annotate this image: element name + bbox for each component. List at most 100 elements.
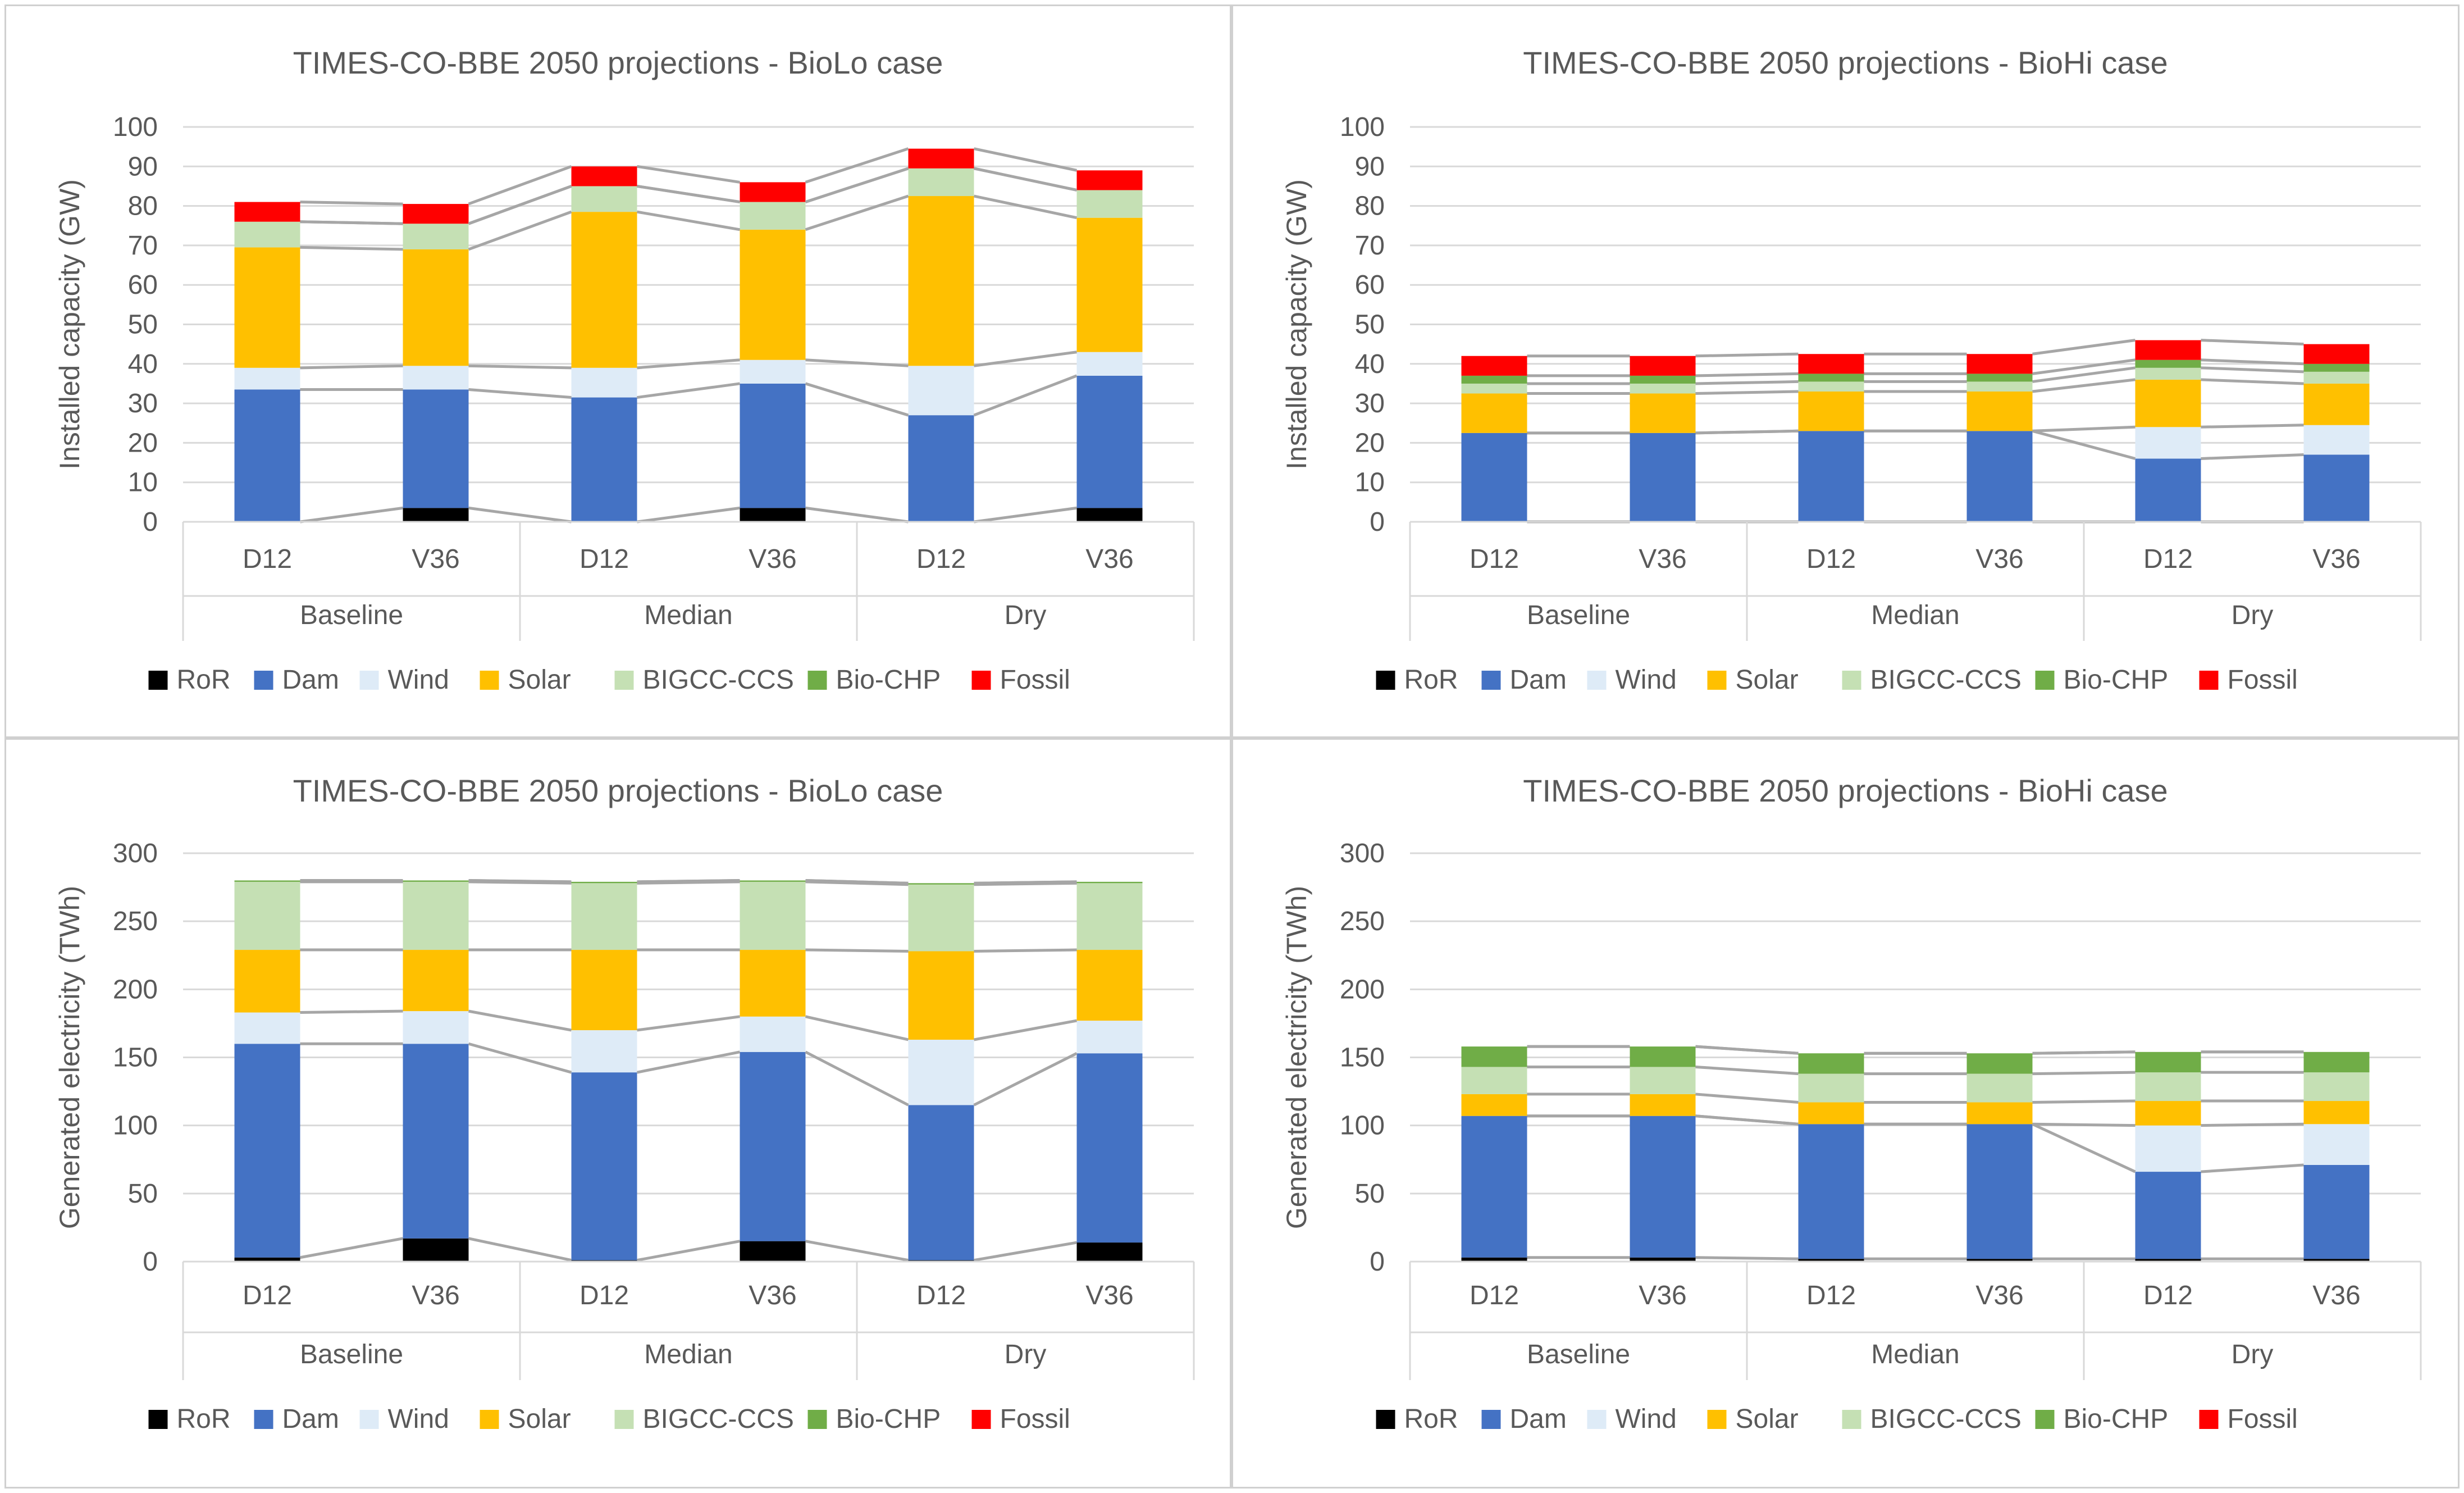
- legend-label: BIGCC-CCS: [1870, 1404, 2022, 1434]
- legend-swatch: [148, 671, 168, 690]
- series-line: [805, 878, 909, 885]
- bar-segment-bigcc-ccs: [1966, 381, 2033, 392]
- bar-segment-solar: [2135, 1101, 2201, 1126]
- group-label: Dry: [1005, 600, 1047, 630]
- series-line: [805, 1015, 909, 1041]
- chart-panel-biohi-capacity: TIMES-CO-BBE 2050 projections - BioHi ca…: [1231, 4, 2460, 738]
- series-line: [973, 167, 1078, 192]
- series-line: [300, 1237, 403, 1259]
- x-tick-label: D12: [1470, 544, 1519, 574]
- bar-segment-solar: [740, 950, 806, 1017]
- series-line: [637, 1050, 740, 1074]
- legend-swatch: [971, 1410, 991, 1429]
- bar-segment-wind: [908, 366, 974, 416]
- x-tick-label: V36: [1639, 544, 1686, 574]
- y-tick-label: 40: [1355, 349, 1385, 379]
- y-tick-label: 80: [1355, 192, 1385, 221]
- bar-segment-dam: [2303, 454, 2370, 522]
- x-tick-label: V36: [412, 1281, 459, 1310]
- x-tick-label: V36: [2312, 1281, 2360, 1310]
- series-line: [2032, 1071, 2136, 1076]
- y-tick-label: 30: [128, 389, 158, 418]
- series-line: [2032, 339, 2136, 356]
- y-tick-label: 0: [143, 507, 158, 537]
- legend-swatch: [1481, 1410, 1501, 1429]
- bar-segment-bigcc-ccs: [571, 883, 637, 950]
- chart-title: TIMES-CO-BBE 2050 projections - BioHi ca…: [1523, 45, 2168, 80]
- legend-swatch: [2035, 1410, 2055, 1429]
- bar-segment-wind: [2303, 1124, 2370, 1165]
- bar-segment-bio-chp: [1461, 1046, 1527, 1067]
- chart-title: TIMES-CO-BBE 2050 projections - BioLo ca…: [293, 773, 943, 808]
- series-line: [468, 210, 572, 251]
- y-axis-label: Generated electricity (TWh): [54, 886, 85, 1229]
- series-line: [1695, 1114, 1799, 1126]
- bar-segment-dam: [1798, 431, 1864, 522]
- series-line: [805, 167, 909, 203]
- y-tick-label: 100: [1340, 1111, 1385, 1141]
- series-lines: [300, 878, 1078, 1262]
- bar-segment-bigcc-ccs: [1461, 1067, 1527, 1094]
- series-line: [300, 1009, 403, 1014]
- legend-swatch: [359, 671, 379, 690]
- bar-segment-dam: [1630, 1116, 1696, 1258]
- legend-label: Solar: [1736, 1404, 1799, 1434]
- legend: RoR Dam Wind Solar BIGCC-CCS Bio-CHP Fossil: [148, 1404, 1070, 1434]
- chart-panel-biohi-electricity: TIMES-CO-BBE 2050 projections - BioHi ca…: [1231, 738, 2460, 1489]
- bar-segment-dam: [908, 415, 974, 522]
- bar-segment-solar: [234, 950, 300, 1013]
- series-lines: [1527, 339, 2304, 524]
- y-tick-label: 250: [113, 907, 158, 936]
- chart-svg: TIMES-CO-BBE 2050 projections - BioHi ca…: [1281, 45, 2422, 695]
- bar-segment-wind: [234, 367, 300, 390]
- y-tick-label: 10: [1355, 468, 1385, 498]
- series-line: [1695, 390, 1799, 395]
- group-label: Baseline: [300, 1340, 403, 1369]
- legend-swatch: [2199, 671, 2219, 690]
- bar-segment-bigcc-ccs: [1076, 190, 1143, 218]
- legend: RoR Dam Wind Solar BIGCC-CCS Bio-CHP Fossil: [1376, 665, 2298, 695]
- legend-label: Dam: [282, 665, 339, 695]
- series-line: [974, 1019, 1077, 1041]
- bar-segment-dam: [740, 383, 806, 508]
- series-line: [974, 948, 1077, 953]
- bar-segment-dam: [1630, 433, 1696, 522]
- series-line: [973, 374, 1078, 417]
- bar-segment-bio-chp: [2135, 1052, 2201, 1073]
- x-tick-label: V36: [412, 544, 459, 574]
- bar-segment-dam: [571, 1072, 637, 1260]
- series-line: [637, 1240, 740, 1262]
- legend-label: Fossil: [2228, 665, 2298, 695]
- bar-segment-bigcc-ccs: [1798, 381, 1864, 392]
- series-line: [637, 358, 740, 370]
- legend-label: Bio-CHP: [836, 1404, 941, 1434]
- series-line: [2032, 378, 2136, 393]
- series-line: [2201, 339, 2304, 346]
- bar-segment-ror: [1461, 1257, 1527, 1262]
- legend-label: Dam: [1510, 1404, 1567, 1434]
- bar-segment-fossil: [1076, 170, 1143, 190]
- bar-segment-fossil: [2303, 344, 2370, 364]
- bar-segment-wind: [908, 1039, 974, 1105]
- bar-segment-ror: [403, 508, 469, 522]
- legend-swatch: [2199, 1410, 2219, 1429]
- group-label: Baseline: [300, 600, 403, 630]
- x-tick-label: D12: [916, 544, 966, 574]
- series-line: [300, 364, 403, 370]
- group-label: Dry: [2232, 600, 2274, 630]
- series-line: [2201, 378, 2304, 385]
- bar-segment-bio-chp: [1461, 375, 1527, 384]
- bar-segment-bigcc-ccs: [908, 884, 974, 952]
- y-tick-label: 50: [128, 1179, 158, 1209]
- y-tick-label: 150: [113, 1043, 158, 1073]
- y-tick-label: 60: [1355, 270, 1385, 300]
- y-tick-label: 50: [128, 310, 158, 340]
- bar-segment-dam: [1966, 1124, 2033, 1259]
- bar-segment-ror: [1076, 508, 1143, 522]
- legend-swatch: [807, 671, 827, 690]
- legend-label: Fossil: [1000, 1404, 1070, 1434]
- series-line: [1695, 429, 1799, 435]
- series-line: [973, 147, 1078, 172]
- y-tick-label: 300: [113, 839, 158, 868]
- series-line: [1695, 1065, 1799, 1076]
